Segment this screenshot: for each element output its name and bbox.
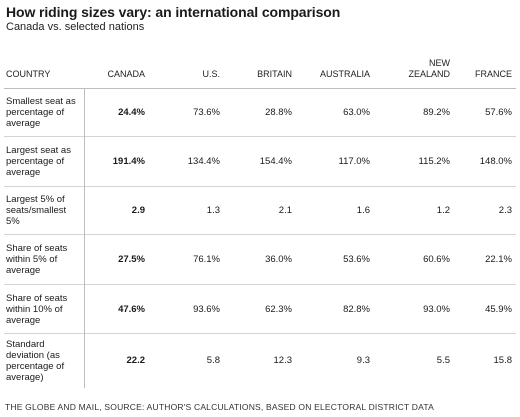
table-cell: 82.8%: [343, 303, 370, 315]
table-row: Largest seat as percentage of average 19…: [4, 136, 516, 187]
source-credit: THE GLOBE AND MAIL, SOURCE: AUTHOR'S CAL…: [5, 402, 434, 412]
chart-title: How riding sizes vary: an international …: [6, 4, 341, 20]
table-row: Smallest seat as percentage of average 2…: [4, 88, 516, 137]
table-cell: 115.2%: [418, 156, 450, 167]
chart-subtitle: Canada vs. selected nations: [6, 21, 145, 33]
row-label: Smallest seat as percentage of average: [4, 88, 85, 137]
table-cell: 60.6%: [423, 254, 450, 265]
table-cell: 117.0%: [338, 156, 370, 167]
column-header: BRITAIN: [257, 69, 292, 79]
table-cell: 1.6: [356, 205, 370, 216]
table-cell: 53.6%: [343, 254, 370, 265]
table-row: Share of seats within 10% of average 47.…: [4, 284, 516, 334]
row-label: Largest 5% of seats/smallest 5%: [4, 186, 85, 235]
table-cell: 93.6%: [193, 303, 220, 315]
row-label: Share of seats within 10% of average: [4, 284, 85, 334]
column-header: FRANCE: [474, 69, 512, 79]
header-row: COUNTRY CANADA U.S. BRITAIN AUSTRALIA NE…: [4, 50, 516, 89]
table-cell: 89.2%: [423, 107, 450, 118]
table-cell: 73.6%: [193, 107, 220, 118]
table-cell: 5.8: [206, 355, 220, 367]
table-cell: 62.3%: [265, 303, 292, 315]
table-cell: 93.0%: [423, 303, 450, 315]
table-cell: 148.0%: [479, 156, 512, 167]
table-cell: 2.9: [131, 205, 145, 216]
column-header: AUSTRALIA: [319, 69, 370, 79]
table-cell: 45.9%: [485, 303, 512, 315]
table-cell: 36.0%: [265, 254, 292, 265]
table-cell: 76.1%: [193, 254, 220, 265]
table-cell: 2.1: [278, 205, 292, 216]
row-label: Largest seat as percentage of average: [4, 136, 85, 187]
table-cell: 22.2: [126, 355, 146, 367]
row-label: Share of seats within 5% of average: [4, 234, 85, 285]
table-cell: 27.5%: [118, 254, 145, 265]
table-cell: 5.5: [436, 355, 450, 367]
table-cell: 1.3: [206, 205, 220, 216]
column-header: NEW ZEALAND: [408, 58, 450, 79]
table-cell: 9.3: [356, 355, 370, 367]
table-cell: 12.3: [273, 355, 293, 367]
table-row: Largest 5% of seats/smallest 5% 2.9 1.3 …: [4, 186, 516, 235]
comparison-table: COUNTRY CANADA U.S. BRITAIN AUSTRALIA NE…: [4, 50, 516, 388]
table-cell: 47.6%: [118, 303, 145, 315]
column-header: U.S.: [202, 69, 220, 79]
table-cell: 134.4%: [187, 156, 220, 167]
table-cell: 154.4%: [259, 156, 292, 167]
table-row: Standard deviation (as percentage of ave…: [4, 333, 516, 388]
table-row: Share of seats within 5% of average 27.5…: [4, 234, 516, 285]
table-cell: 191.4%: [112, 156, 145, 167]
column-header: COUNTRY: [6, 69, 51, 79]
column-header: CANADA: [107, 69, 145, 79]
table-cell: 22.1%: [485, 254, 512, 265]
table-cell: 1.2: [436, 205, 450, 216]
table-cell: 15.8: [493, 355, 513, 367]
table-cell: 57.6%: [485, 107, 512, 118]
table-cell: 63.0%: [343, 107, 370, 118]
table-cell: 2.3: [498, 205, 512, 216]
table-cell: 24.4%: [118, 107, 145, 118]
table-cell: 28.8%: [265, 107, 292, 118]
row-label: Standard deviation (as percentage of ave…: [4, 333, 85, 388]
